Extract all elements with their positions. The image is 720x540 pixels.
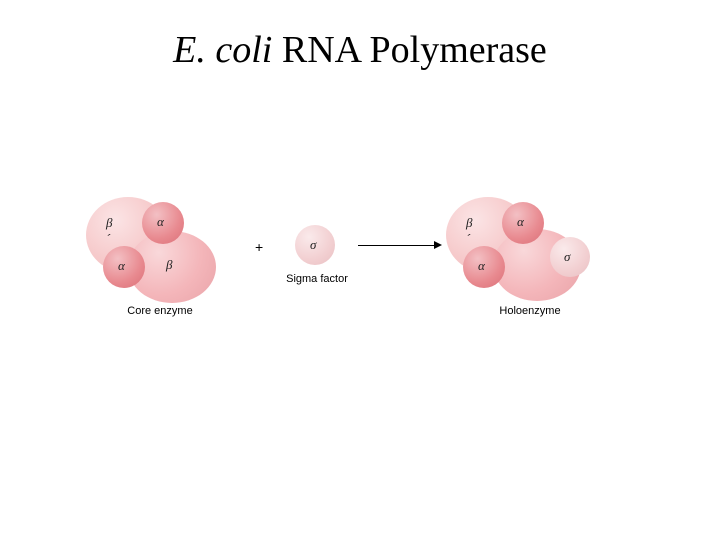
caption-sigma: Sigma factor [277,273,357,285]
holo-label-sigma: σ [564,249,570,265]
label-alpha-2: α [118,258,125,274]
diagram-area: β´ α α β Core enzyme + σ Sigma factor β´… [100,195,620,345]
caption-holo: Holoenzyme [470,305,590,317]
holo-label-alpha-2: α [478,258,485,274]
holo-label-alpha-1: α [517,214,524,230]
label-alpha-1: α [157,214,164,230]
reaction-arrow [358,245,434,246]
label-sigma: σ [310,237,316,253]
holo-label-beta-prime: β´ [466,215,472,247]
reaction-arrow-head [434,241,442,249]
plus-sign: + [255,239,263,255]
caption-core: Core enzyme [95,305,225,317]
page-title: E. coli RNA Polymerase [0,28,720,72]
label-beta-prime: β´ [106,215,112,247]
title-italic: E. coli [173,29,272,71]
label-beta: β [166,257,172,273]
title-rest: RNA Polymerase [272,29,546,71]
